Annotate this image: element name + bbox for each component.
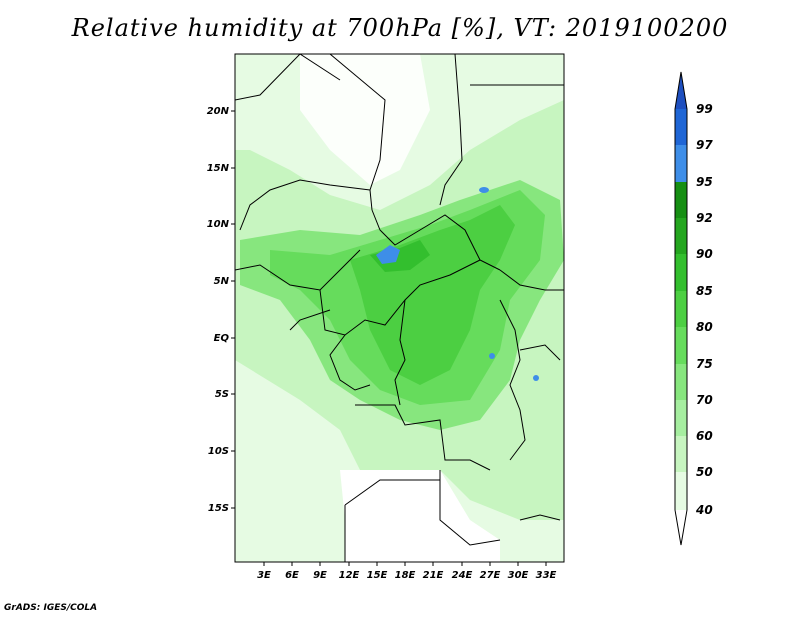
boundaries	[235, 54, 564, 562]
colorbar-label: 85	[696, 284, 713, 298]
driest-region-south	[340, 470, 500, 562]
lon-label: 30E	[508, 570, 529, 581]
colorbar-label: 75	[696, 357, 713, 371]
map-frame	[234, 53, 565, 563]
colorbar-segment	[675, 510, 687, 545]
lon-label: 27E	[480, 570, 501, 581]
colorbar-segment	[675, 72, 687, 109]
lat-label: EQ	[214, 333, 230, 344]
colorbar-label: 92	[696, 211, 713, 225]
lon-label: 3E	[257, 570, 271, 581]
colorbar-segment	[675, 182, 687, 218]
lon-label: 24E	[452, 570, 473, 581]
colorbar-segment	[675, 218, 687, 254]
colorbar-label: 99	[696, 102, 713, 116]
colorbar-label: 40	[695, 503, 713, 517]
lat-label: 10N	[207, 219, 230, 230]
credit-text: GrADS: IGES/COLA	[4, 603, 98, 613]
lon-label: 9E	[313, 570, 327, 581]
colorbar-label: 95	[696, 175, 713, 189]
driest-region-north	[300, 54, 430, 185]
colorbar-label: 90	[696, 247, 713, 261]
colorbar-segment	[675, 436, 687, 472]
humidity-field	[235, 54, 564, 562]
dry-region-south	[235, 360, 564, 562]
colorbar-label: 70	[696, 393, 713, 407]
lon-label: 33E	[536, 570, 557, 581]
lat-label: 15S	[208, 503, 229, 514]
saturated-blob-2	[479, 187, 489, 193]
latitude-axis: 20N 15N 10N 5N EQ 5S 10S 15S	[207, 106, 235, 514]
colorbar-label: 97	[696, 138, 713, 152]
colorbar-segment	[675, 145, 687, 182]
saturated-blob-3	[489, 353, 495, 359]
colorbar-label: 60	[696, 429, 713, 443]
colorbar: 40 50 60 70 75 80 85 90 92 95 97 99	[674, 71, 713, 546]
lat-label: 20N	[207, 106, 230, 117]
lat-label: 5S	[215, 389, 229, 400]
colorbar-segment	[675, 109, 687, 145]
colorbar-segment	[675, 472, 687, 510]
colorbar-label: 50	[696, 465, 713, 479]
lat-label: 5N	[214, 276, 230, 287]
lon-label: 21E	[423, 570, 444, 581]
longitude-axis: 3E 6E 9E 12E 15E 18E 21E 24E 27E 30E 33E	[257, 562, 557, 581]
colorbar-segment	[675, 254, 687, 291]
lon-label: 15E	[367, 570, 388, 581]
colorbar-segment	[675, 327, 687, 364]
colorbar-label: 80	[696, 320, 713, 334]
lon-label: 18E	[395, 570, 416, 581]
colorbar-segment	[675, 364, 687, 400]
lon-label: 12E	[339, 570, 360, 581]
saturated-blob-1	[376, 245, 400, 264]
chart-title: Relative humidity at 700hPa [%], VT: 201…	[71, 14, 729, 42]
lat-label: 15N	[207, 163, 230, 174]
wettest-core	[370, 240, 430, 272]
lat-label: 10S	[208, 446, 229, 457]
colorbar-segment	[675, 400, 687, 436]
lon-label: 6E	[285, 570, 299, 581]
colorbar-segment	[675, 291, 687, 327]
saturated-blob-4	[533, 375, 539, 381]
